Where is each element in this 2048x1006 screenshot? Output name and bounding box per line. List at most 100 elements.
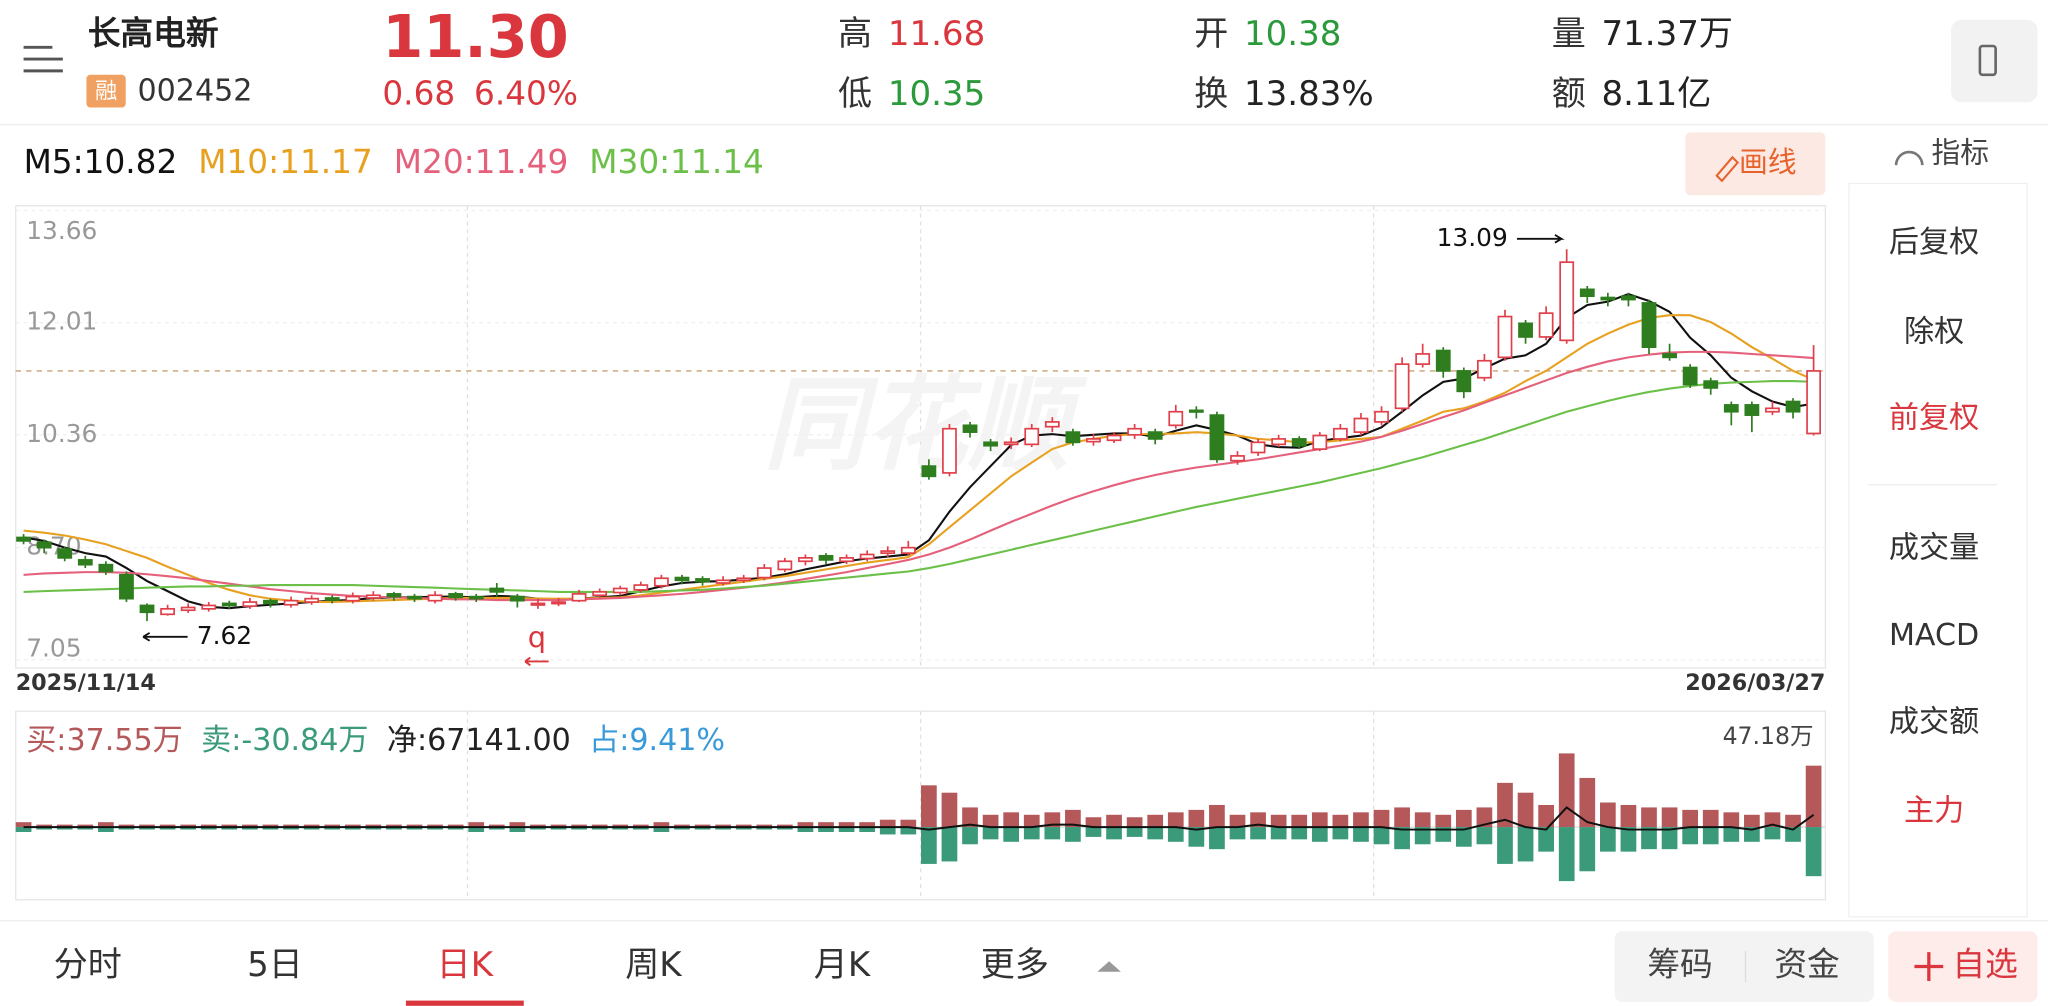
flow-bar xyxy=(1085,817,1102,828)
candle-body xyxy=(1682,366,1698,386)
flow-bar xyxy=(879,819,896,828)
flow-bar xyxy=(632,827,649,830)
menu-item[interactable]: 成交额 xyxy=(1889,704,1979,739)
candle-body xyxy=(365,594,381,599)
flow-bar xyxy=(1003,827,1020,842)
flow-bar xyxy=(1044,812,1061,828)
menu-item[interactable]: 除权 xyxy=(1904,314,1964,349)
candle-body xyxy=(736,577,752,582)
candle-body xyxy=(1374,410,1389,423)
flow-bar xyxy=(1229,814,1246,828)
flow-bar xyxy=(694,824,711,828)
price-chart: 13.66 12.01 10.36 8.70 7.05 13.09 7.62 xyxy=(15,209,1826,663)
menu-item[interactable]: 成交量 xyxy=(1889,530,1979,565)
stock-name: 长高电新 xyxy=(88,15,219,53)
flow-bar xyxy=(1250,827,1266,840)
flow-bar xyxy=(180,827,197,830)
flow-bar xyxy=(1702,827,1719,845)
fund-button[interactable]: 资金 xyxy=(1774,946,1839,984)
y-tick-label: 7.05 xyxy=(26,634,81,663)
flow-bar xyxy=(1065,809,1081,828)
candle-body xyxy=(16,536,31,542)
marker: q xyxy=(528,620,546,654)
flow-bar xyxy=(1373,809,1390,828)
menu-item[interactable]: MACD xyxy=(1889,618,1979,653)
flow-bar xyxy=(242,827,258,830)
tab[interactable]: 月K xyxy=(814,945,872,985)
flow-bar xyxy=(427,824,443,828)
flow-bar xyxy=(962,827,978,845)
candle-body xyxy=(900,546,916,554)
flow-bar xyxy=(1311,827,1328,842)
tab[interactable]: 更多 xyxy=(981,945,1049,985)
chip-button[interactable]: 筹码 xyxy=(1647,946,1712,984)
flow-bar xyxy=(1517,792,1534,828)
candle-body xyxy=(674,576,690,582)
flow-bar xyxy=(200,824,217,828)
tab[interactable]: 周K xyxy=(625,945,683,985)
flow-bar xyxy=(159,827,176,830)
flow-bar xyxy=(1599,827,1616,852)
draw-button[interactable]: 画线 xyxy=(1739,145,1797,179)
legend-entry: M20:11.49 xyxy=(394,143,569,181)
menu-icon[interactable] xyxy=(23,45,63,73)
flow-bar xyxy=(1805,765,1822,828)
candle-body xyxy=(859,553,875,560)
candle-body xyxy=(633,584,649,591)
flow-bar xyxy=(1641,807,1657,828)
flow-bar xyxy=(838,822,855,828)
flow-bar xyxy=(530,827,546,830)
watchlist-button[interactable]: 自选 xyxy=(1952,946,2017,984)
flow-bar xyxy=(1023,814,1040,828)
watchlist-bg[interactable] xyxy=(1888,931,2038,1002)
flow-bar xyxy=(1065,827,1081,842)
candle-body xyxy=(1271,438,1287,446)
flow-max-label: 47.18万 xyxy=(1723,722,1814,750)
candle-body xyxy=(1394,363,1410,410)
min-label: 7.62 xyxy=(197,621,252,650)
legend-entry: M30:11.14 xyxy=(589,143,764,181)
flow-bar xyxy=(1723,827,1740,842)
flow-bar xyxy=(1497,827,1513,864)
marker-arrow xyxy=(524,656,549,667)
candle-body xyxy=(242,601,258,607)
candle-body xyxy=(1312,434,1328,450)
flow-bar xyxy=(1476,827,1493,845)
flow-bar xyxy=(653,822,670,828)
stat-value: 10.35 xyxy=(888,74,985,114)
candle-body xyxy=(1579,288,1595,298)
max-arrow xyxy=(1516,234,1565,244)
tab[interactable]: 5日 xyxy=(247,945,303,985)
candle-body xyxy=(139,604,155,614)
more-arrow[interactable] xyxy=(1097,961,1121,972)
indicator[interactable]: 指标 xyxy=(1931,136,1989,170)
flow-bar xyxy=(879,827,896,835)
flow-bar xyxy=(1106,814,1122,828)
flow-bar xyxy=(818,827,834,832)
candle-body xyxy=(98,563,114,573)
flow-bar xyxy=(1435,814,1452,828)
candle-body xyxy=(1497,315,1513,359)
flow-bar xyxy=(1497,782,1513,828)
tab[interactable]: 分时 xyxy=(54,945,122,985)
menu-item[interactable]: 前复权 xyxy=(1889,401,1979,436)
stat-value: 71.37万 xyxy=(1601,14,1732,54)
stat-value: 8.11亿 xyxy=(1601,74,1711,114)
flow-bar xyxy=(797,822,814,828)
menu-item[interactable]: 主力 xyxy=(1904,794,1964,829)
phone-icon xyxy=(1978,44,1997,77)
stat-label: 量 xyxy=(1552,14,1586,54)
menu-item[interactable]: 后复权 xyxy=(1889,225,1979,260)
candle-body xyxy=(77,559,93,566)
change-pct: 6.40% xyxy=(474,75,578,113)
flow-bar xyxy=(818,822,834,828)
flow-bar xyxy=(303,824,320,828)
flow-bar xyxy=(1188,827,1205,847)
candle-body xyxy=(1147,431,1163,440)
candle-body xyxy=(1127,427,1143,436)
candle-body xyxy=(715,579,731,584)
candle-body xyxy=(592,591,608,597)
flow-bar xyxy=(1785,814,1801,828)
tab[interactable]: 日K xyxy=(437,945,495,985)
